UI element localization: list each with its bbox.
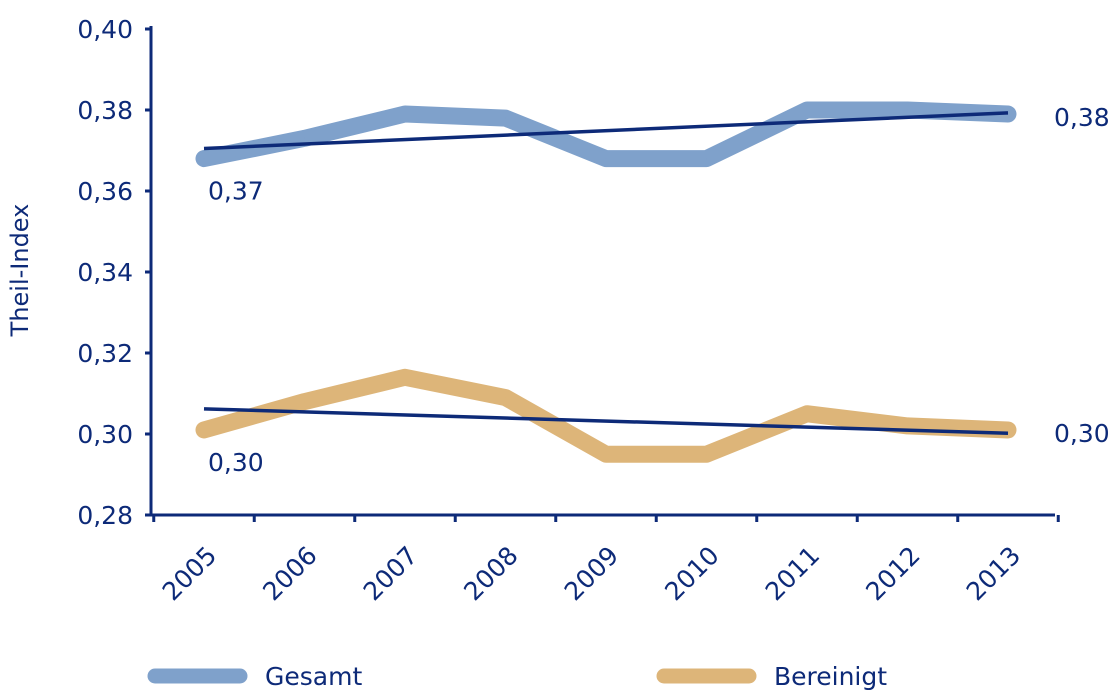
data-point-gesamt (505, 117, 506, 119)
data-point-gesamt (605, 158, 607, 160)
y-tick-label: 0,40 (77, 15, 133, 44)
y-axis-title: Theil-Index (6, 204, 34, 338)
data-label-start: 0,37 (208, 177, 264, 206)
x-tick-label: 2008 (458, 541, 523, 606)
x-tick-label: 2012 (860, 541, 925, 606)
x-tick-label: 2009 (559, 541, 624, 606)
data-point-bereinigt (706, 453, 707, 455)
x-tick-label: 2013 (961, 541, 1026, 606)
x-tick-label: 2011 (760, 541, 825, 606)
y-tick-label: 0,32 (77, 339, 133, 368)
data-point-bereinigt (605, 453, 607, 455)
y-tick-label: 0,36 (77, 177, 133, 206)
trend-line-gesamt (203, 111, 1009, 151)
data-point-bereinigt (907, 425, 908, 427)
data-point-bereinigt (304, 401, 305, 403)
data-point-bereinigt (806, 413, 808, 415)
y-tick-label: 0,30 (77, 420, 133, 449)
data-point-gesamt (304, 137, 305, 139)
series-line-bereinigt (195, 368, 1017, 463)
y-tick-label: 0,34 (77, 258, 133, 287)
labels-group: 0,37 0,38 0,30 0,30 (208, 103, 1110, 477)
trend-line-bereinigt (203, 407, 1009, 435)
data-point-bereinigt (505, 397, 506, 399)
data-point-bereinigt (1007, 429, 1009, 431)
legend: Gesamt Bereinigt (147, 662, 887, 691)
data-point-bereinigt (203, 429, 205, 431)
data-point-gesamt (706, 158, 707, 160)
legend-label-gesamt: Gesamt (265, 662, 362, 691)
x-tick-label: 2007 (358, 541, 423, 606)
data-label-end: 0,38 (1054, 103, 1110, 132)
data-point-gesamt (806, 109, 808, 111)
x-tick-label: 2005 (157, 541, 222, 606)
data-point-gesamt (907, 109, 908, 111)
series-group (195, 101, 1017, 463)
data-point-bereinigt (404, 376, 406, 378)
x-tick-label: 2010 (659, 541, 724, 606)
data-label-end: 0,30 (1054, 419, 1110, 448)
x-tick-label: 2006 (257, 541, 322, 606)
legend-label-bereinigt: Bereinigt (774, 662, 887, 691)
data-point-gesamt (203, 158, 205, 160)
y-tick-label: 0,38 (77, 96, 133, 125)
y-tick-label: 0,28 (77, 501, 133, 530)
data-label-start: 0,30 (208, 448, 264, 477)
data-point-gesamt (404, 113, 406, 115)
